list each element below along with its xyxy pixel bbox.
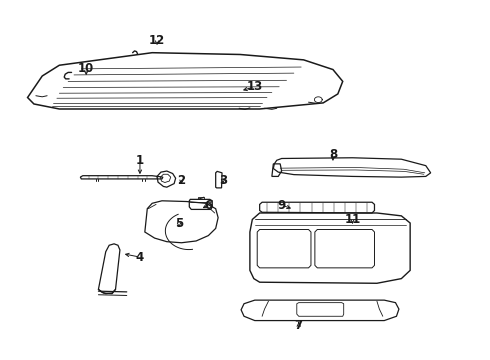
Text: 9: 9 bbox=[277, 199, 286, 212]
Text: 5: 5 bbox=[175, 216, 183, 230]
Text: 3: 3 bbox=[219, 174, 227, 186]
Text: 11: 11 bbox=[344, 213, 361, 226]
Text: 2: 2 bbox=[177, 174, 186, 186]
Text: 13: 13 bbox=[246, 80, 263, 93]
Text: 10: 10 bbox=[78, 62, 95, 75]
Text: 6: 6 bbox=[204, 199, 213, 212]
Text: 8: 8 bbox=[329, 148, 337, 161]
Text: 4: 4 bbox=[136, 251, 144, 264]
Text: 7: 7 bbox=[294, 319, 303, 332]
Text: 1: 1 bbox=[136, 154, 144, 167]
Text: 12: 12 bbox=[149, 33, 165, 47]
